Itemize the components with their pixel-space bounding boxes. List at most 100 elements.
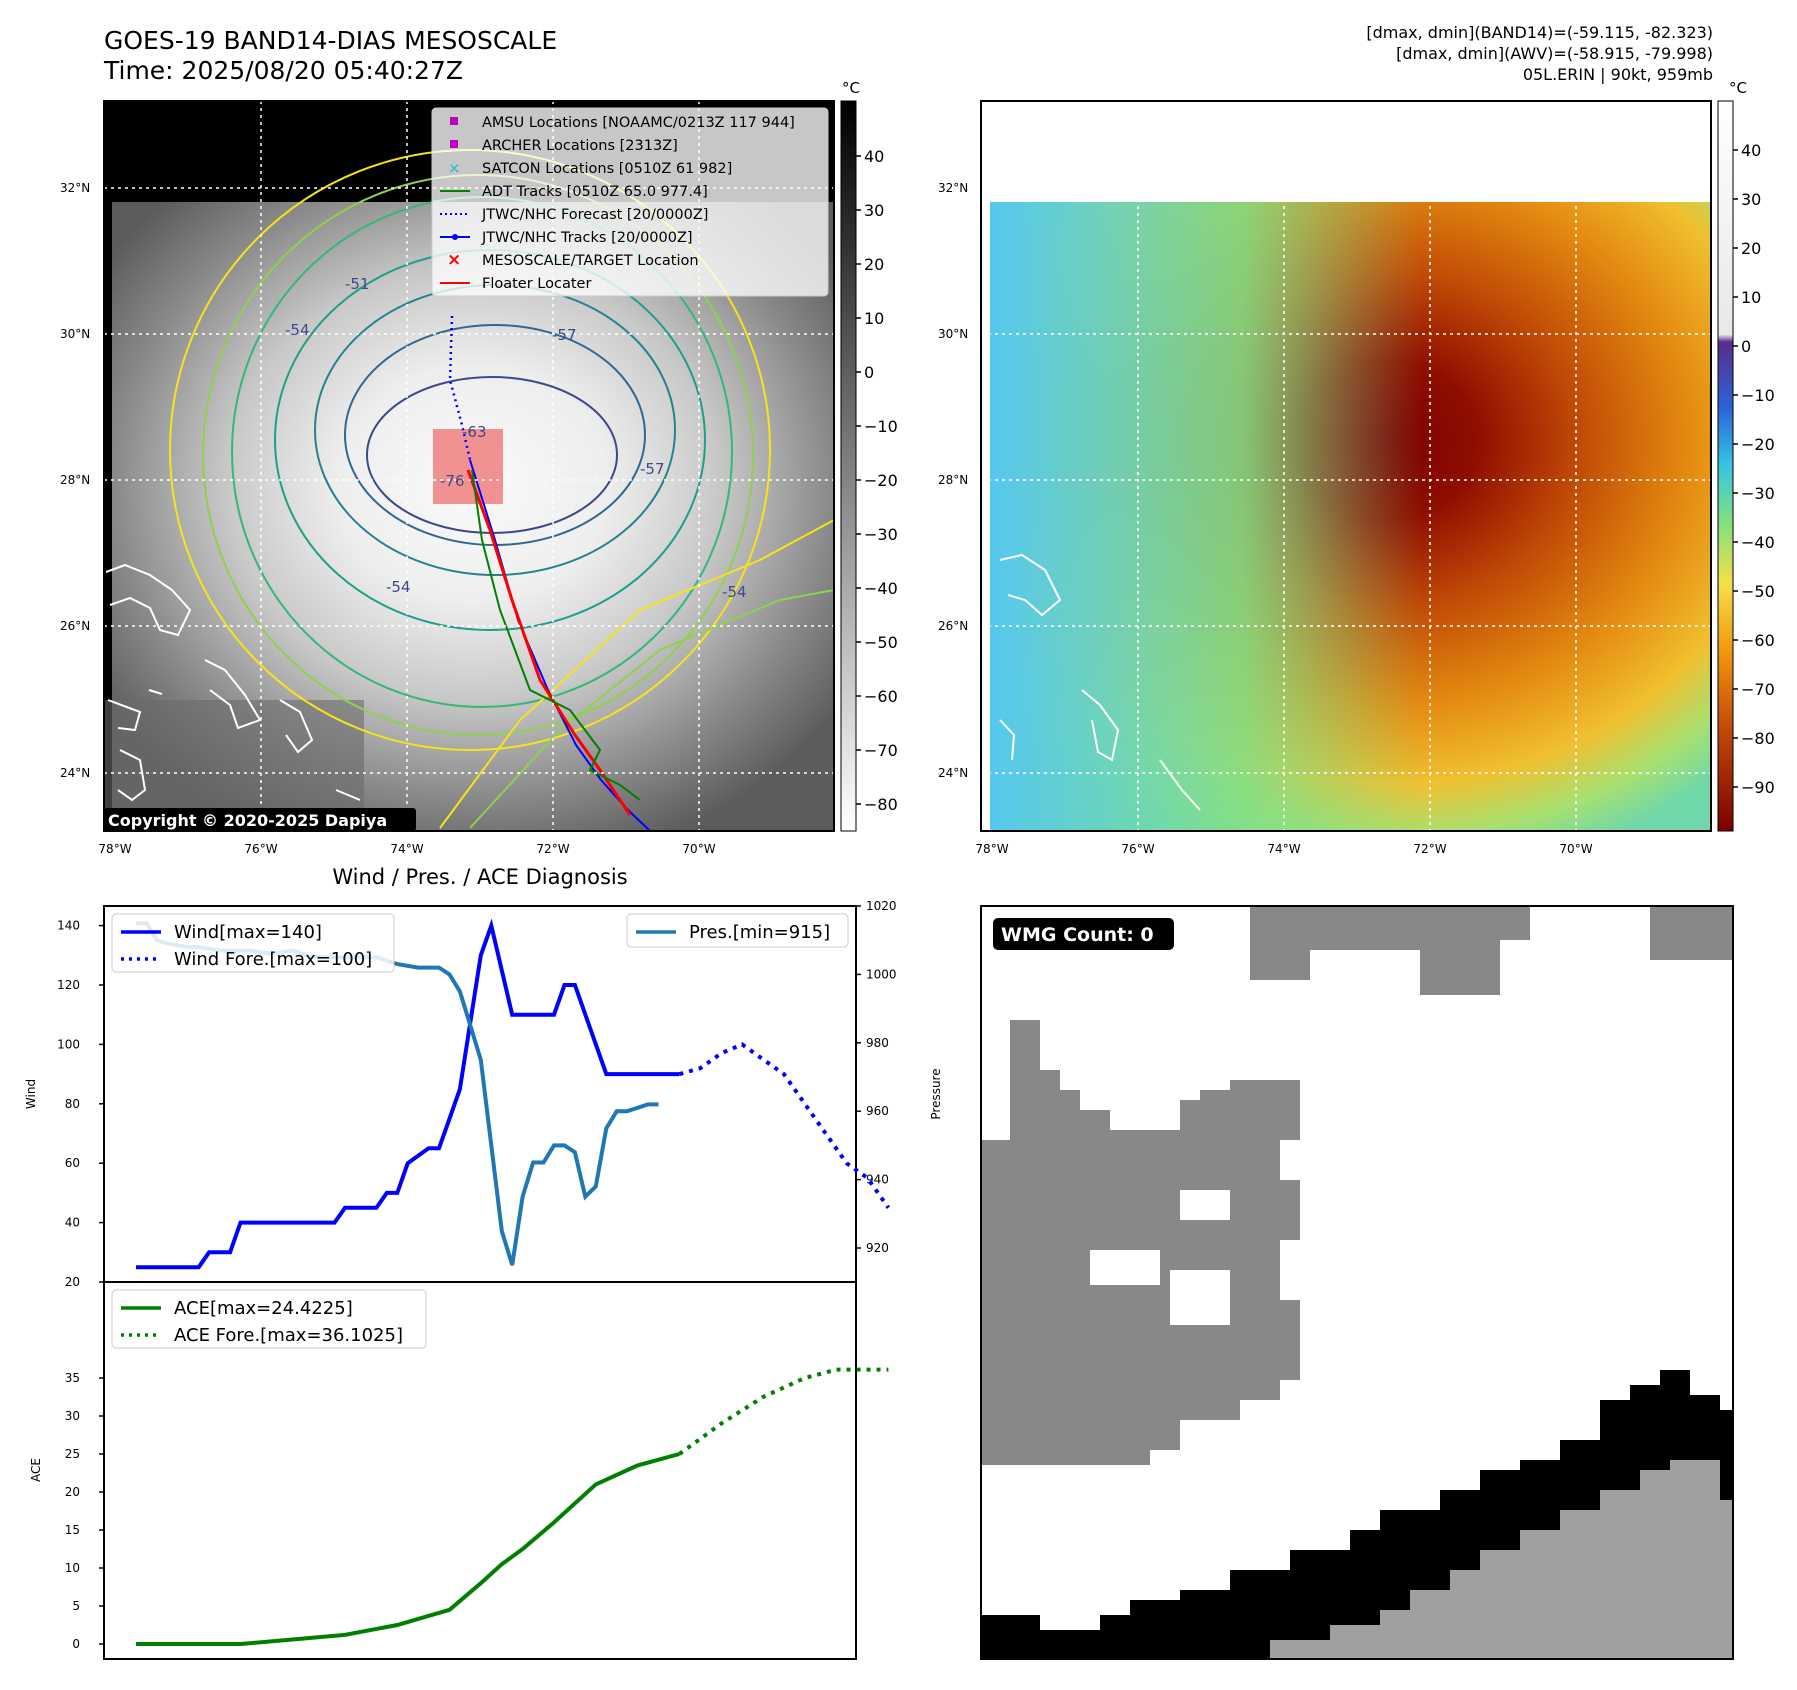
ace-tick-label: 25	[65, 1447, 80, 1461]
colorbar-tick-label: −10	[864, 417, 898, 436]
lat-tick-label: 32°N	[938, 181, 968, 195]
storm-tracks	[448, 315, 651, 831]
color-map-frame	[980, 100, 1712, 832]
wind-tick-label: 120	[57, 978, 80, 992]
copyright-label: Copyright © 2020-2025 Dapiya	[108, 811, 387, 830]
wmg-gray-regions	[981, 906, 1733, 1465]
color-ir-map-panel: 32°N 30°N 28°N 26°N 24°N 78°W 76°W 74°W …	[938, 100, 1712, 856]
target-box	[433, 429, 503, 504]
pressure-tick-label: 1000	[866, 967, 897, 981]
colorbar-tick-label: −30	[1741, 484, 1775, 503]
ace-tick-label: 30	[65, 1409, 80, 1423]
legend-label: SATCON Locations [0510Z 61 982]	[482, 161, 732, 177]
series-line	[678, 1367, 889, 1456]
pressure-tick-label: 980	[866, 1036, 889, 1050]
wind-legend: Wind[max=140] Wind Fore.[max=100]	[111, 913, 395, 973]
colorbar-tick-label: 20	[864, 255, 884, 274]
floater-track	[466, 469, 632, 816]
wind-tick-label: 80	[65, 1097, 80, 1111]
lat-tick-label: 28°N	[938, 473, 968, 487]
lon-tick-label: 78°W	[975, 842, 1008, 856]
legend-label: ACE[max=24.4225]	[174, 1298, 353, 1319]
lat-tick-label: 28°N	[60, 473, 90, 487]
storm-status: 05L.ERIN | 90kt, 959mb	[1522, 65, 1713, 84]
colorbar-tick-label: −90	[1741, 778, 1775, 797]
lat-tick-label: 26°N	[938, 619, 968, 633]
satcon-marker: ×	[448, 159, 461, 177]
pressure-axis-label: Pressure	[929, 1068, 943, 1119]
target-marker: ×	[447, 250, 461, 270]
colorbar-tick-label: 10	[864, 309, 884, 328]
color-colorbar: °C 40 30 20 10 0 −10 −20 −30 −40 −50 −60 −70 −80 −90	[1717, 79, 1775, 832]
pressure-tick-label: 960	[866, 1104, 889, 1118]
series-line	[678, 1042, 891, 1209]
colorbar-unit: °C	[1729, 79, 1747, 97]
colorbar-tick-label: −20	[864, 471, 898, 490]
colorbar-tick-label: −50	[864, 633, 898, 652]
contour-label: -51	[345, 275, 370, 293]
legend-label: AMSU Locations [NOAAMC/0213Z 117 944]	[482, 115, 795, 131]
lon-tick-label: 76°W	[244, 842, 277, 856]
ace-chart: 35 30 25 20 15 10 5 0 ACE ACE[max=24.4225] ACE …	[29, 1281, 889, 1660]
archer-marker	[450, 140, 458, 148]
awv-range: [dmax, dmin](AWV)=(-58.915, -79.998)	[1396, 44, 1713, 63]
lat-tick-label: 30°N	[60, 327, 90, 341]
contour-label: -54	[285, 321, 310, 339]
wind-tick-label: 140	[57, 919, 80, 933]
lon-tick-label: 72°W	[1413, 842, 1446, 856]
contour-label-group: -51 -54 -57 -76 -54 -54 -63 -57	[285, 275, 747, 601]
contour-label: -63	[462, 423, 487, 441]
lat-tick-label: 30°N	[938, 327, 968, 341]
legend-label: Wind[max=140]	[174, 922, 322, 943]
lon-tick-label: 78°W	[98, 842, 131, 856]
wind-axis-label: Wind	[24, 1079, 38, 1109]
wmg-lightgray-region	[1270, 1460, 1733, 1659]
colorbar-tick-label: −30	[864, 525, 898, 544]
contour-label: -57	[640, 460, 665, 478]
ace-tick-label: 20	[65, 1485, 80, 1499]
ace-tick-label: 5	[72, 1599, 80, 1613]
lat-tick-label: 24°N	[60, 766, 90, 780]
wmg-panel: WMG Count: 0	[980, 905, 1734, 1660]
colorbar-tick-label: 20	[1741, 239, 1761, 258]
contour-label: -76	[440, 472, 465, 490]
band14-range: [dmax, dmin](BAND14)=(-59.115, -82.323)	[1366, 23, 1713, 42]
legend-label: ADT Tracks [0510Z 65.0 977.4]	[482, 184, 708, 200]
legend-label: JTWC/NHC Tracks [20/0000Z]	[481, 230, 693, 246]
legend-label: ARCHER Locations [2313Z]	[482, 138, 678, 154]
lon-tick-label: 70°W	[1559, 842, 1592, 856]
coastlines	[999, 553, 1201, 811]
wind-tick-label: 100	[57, 1037, 80, 1051]
series-line	[136, 918, 680, 1270]
color-map-lon-labels: 78°W 76°W 74°W 72°W 70°W	[975, 842, 1592, 856]
lon-tick-label: 76°W	[1121, 842, 1154, 856]
storm-info-block: [dmax, dmin](BAND14)=(-59.115, -82.323) …	[1366, 22, 1713, 85]
pressure-legend: Pres.[min=915]	[626, 913, 849, 948]
diagnosis-title: Wind / Pres. / ACE Diagnosis	[332, 865, 627, 889]
lon-tick-label: 70°W	[682, 842, 715, 856]
pressure-tick-label: 1020	[866, 899, 897, 913]
colorbar-tick-label: 0	[1741, 337, 1751, 356]
legend-label: Wind Fore.[max=100]	[174, 949, 372, 970]
ace-tick-label: 15	[65, 1523, 80, 1537]
ace-legend: ACE[max=24.4225] ACE Fore.[max=36.1025]	[111, 1289, 427, 1349]
figure-title: GOES-19 BAND14-DIAS MESOSCALE	[104, 26, 558, 55]
ace-tick-label: 0	[72, 1637, 80, 1651]
colorbar-tick-label: −60	[1741, 631, 1775, 650]
colorbar-tick-label: 0	[864, 363, 874, 382]
colorbar-tick-label: −10	[1741, 386, 1775, 405]
colorbar-tick-label: 10	[1741, 288, 1761, 307]
figure-time: Time: 2025/08/20 05:40:27Z	[104, 56, 463, 85]
contour-label: -57	[552, 326, 577, 344]
legend-label: MESOSCALE/TARGET Location	[482, 253, 699, 269]
colorbar-tick-label: 30	[1741, 190, 1761, 209]
wind-tick-label: 40	[65, 1216, 80, 1230]
wmg-badge	[993, 918, 1174, 950]
wind-tick-label: 60	[65, 1156, 80, 1170]
colorbar-unit: °C	[842, 79, 860, 97]
colorbar-tick-label: 40	[1741, 141, 1761, 160]
color-map-gridlines	[981, 101, 1711, 831]
colorbar-tick-label: −70	[1741, 680, 1775, 699]
map-legend: AMSU Locations [NOAAMC/0213Z 117 944] AR…	[431, 107, 829, 297]
